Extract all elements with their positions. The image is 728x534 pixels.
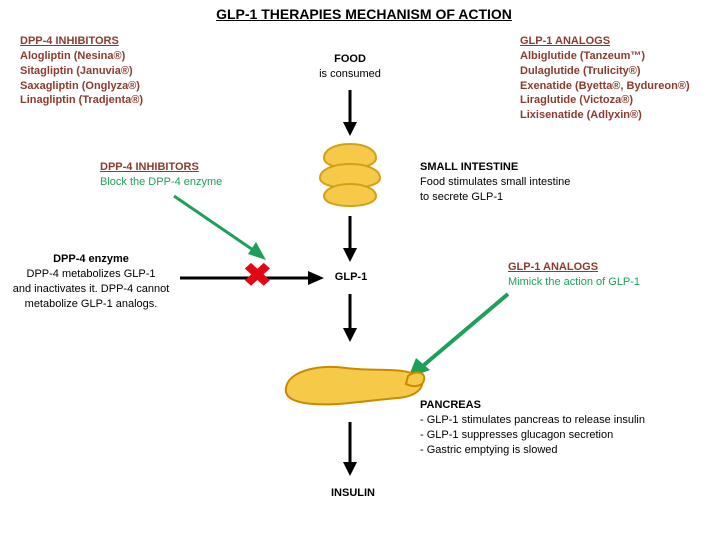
dpp4-enzyme-l2: and inactivates it. DPP-4 cannot — [6, 282, 176, 297]
glp1-class-block: GLP-1 ANALOGS Albiglutide (Tanzeum™) Dul… — [520, 34, 690, 123]
dpp4-drug-3: Linagliptin (Tradjenta®) — [20, 93, 143, 108]
dpp4-heading: DPP-4 INHIBITORS — [20, 34, 143, 49]
glp1-analog-mech-heading: GLP-1 ANALOGS — [508, 260, 640, 275]
pancreas-label: PANCREAS - GLP-1 stimulates pancreas to … — [420, 398, 700, 457]
arrow-intestine-to-glp1 — [340, 214, 360, 264]
dpp4-drug-2: Saxagliptin (Onglyza®) — [20, 79, 143, 94]
glp1-drug-2: Exenatide (Byetta®, Bydureon®) — [520, 79, 690, 94]
dpp4-mech-body: Block the DPP-4 enzyme — [100, 175, 222, 190]
small-intestine-label: SMALL INTESTINE Food stimulates small in… — [420, 160, 570, 205]
red-x-icon: ✖ — [243, 256, 272, 294]
dpp4-enzyme-l3: metabolize GLP-1 analogs. — [6, 297, 176, 312]
food-label: FOOD is consumed — [310, 52, 390, 82]
dpp4-drug-1: Sitagliptin (Januvia®) — [20, 64, 143, 79]
arrow-pancreas-to-insulin — [340, 420, 360, 480]
pancreas-l2: - GLP-1 suppresses glucagon secretion — [420, 428, 700, 443]
glp1-analog-mech-body: Mimick the action of GLP-1 — [508, 275, 640, 290]
glp1-analog-mech-block: GLP-1 ANALOGS Mimick the action of GLP-1 — [508, 260, 640, 290]
glp1-drug-1: Dulaglutide (Trulicity®) — [520, 64, 690, 79]
small-intestine-bold: SMALL INTESTINE — [420, 160, 570, 175]
dpp4-class-block: DPP-4 INHIBITORS Alogliptin (Nesina®) Si… — [20, 34, 143, 108]
pancreas-l1: - GLP-1 stimulates pancreas to release i… — [420, 413, 700, 428]
intestine-icon — [304, 140, 396, 210]
arrow-food-to-intestine — [340, 88, 360, 138]
pancreas-l3: - Gastric emptying is slowed — [420, 443, 700, 458]
glp1-label: GLP-1 — [326, 270, 376, 285]
insulin-label: INSULIN — [318, 486, 388, 501]
glp1-heading: GLP-1 ANALOGS — [520, 34, 690, 49]
arrow-glp1-to-pancreas — [340, 292, 360, 344]
glp1-drug-3: Liraglutide (Victoza®) — [520, 93, 690, 108]
glp1-drug-4: Lixisenatide (Adlyxin®) — [520, 108, 690, 123]
dpp4-mech-heading: DPP-4 INHIBITORS — [100, 160, 222, 175]
small-intestine-l1: Food stimulates small intestine — [420, 175, 570, 190]
pancreas-bold: PANCREAS — [420, 398, 700, 413]
dpp4-mech-block: DPP-4 INHIBITORS Block the DPP-4 enzyme — [100, 160, 222, 190]
food-bold: FOOD — [310, 52, 390, 67]
dpp4-drug-0: Alogliptin (Nesina®) — [20, 49, 143, 64]
dpp4-enzyme-l1: DPP-4 metabolizes GLP-1 — [6, 267, 176, 282]
page-title: GLP-1 THERAPIES MECHANISM OF ACTION — [216, 6, 512, 22]
food-line: is consumed — [319, 68, 381, 80]
pancreas-icon — [278, 348, 428, 418]
dpp4-enzyme-block: DPP-4 enzyme DPP-4 metabolizes GLP-1 and… — [6, 252, 176, 311]
small-intestine-l2: to secrete GLP-1 — [420, 190, 570, 205]
dpp4-enzyme-bold: DPP-4 enzyme — [6, 252, 176, 267]
glp1-drug-0: Albiglutide (Tanzeum™) — [520, 49, 690, 64]
